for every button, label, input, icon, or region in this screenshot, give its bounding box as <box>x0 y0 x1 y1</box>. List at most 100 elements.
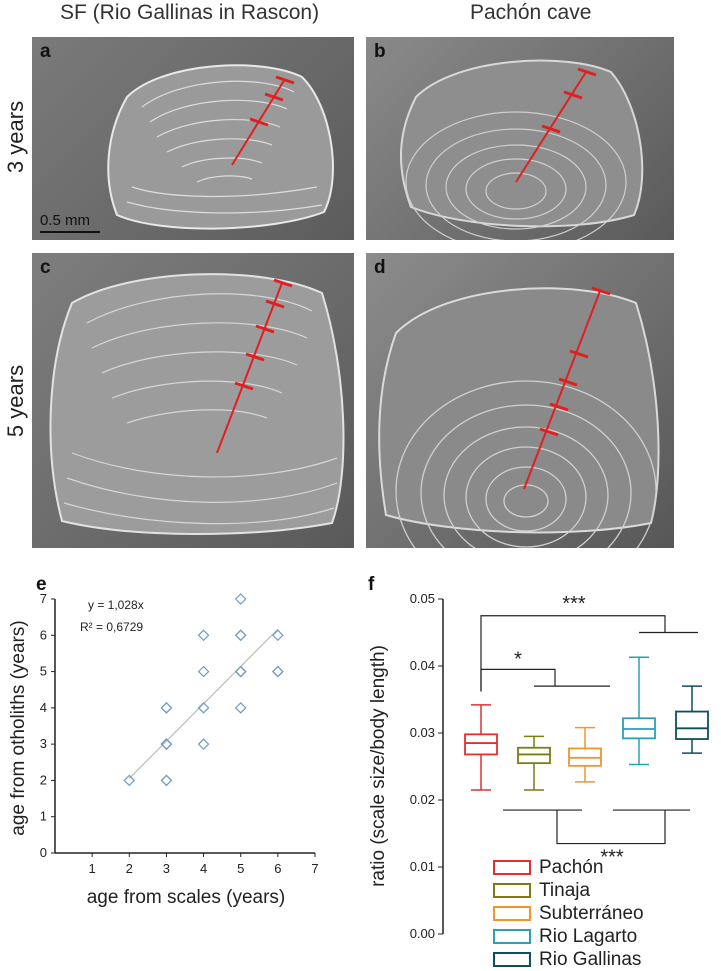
marker-d <box>523 286 611 490</box>
x-tick-label-e: 5 <box>237 861 244 876</box>
scale-bar-label: 0.5 mm <box>40 212 91 229</box>
scatter-point <box>234 593 247 605</box>
scatter-point <box>160 738 173 750</box>
y-tick-label-f: 0.00 <box>410 926 435 941</box>
r-squared-label: R² = 0,6729 <box>80 620 143 634</box>
y-tick-label-e: 2 <box>40 772 47 787</box>
legend-label-rio-gallinas: Rio Gallinas <box>539 948 642 970</box>
panel-letter-d: d <box>374 257 386 278</box>
panel-letter-a: a <box>40 41 51 62</box>
panel-a-scale-image: a 0.5 mm <box>32 37 354 240</box>
scatter-point <box>160 774 173 787</box>
box-rio-lagarto <box>622 656 656 766</box>
legend-swatch-pachon <box>493 860 531 875</box>
panel-letter-c: c <box>40 257 51 278</box>
panel-letter-f: f <box>368 574 375 595</box>
box-subterr-neo <box>568 726 602 783</box>
box-pach-n <box>464 704 498 791</box>
y-tick-label-e: 6 <box>40 627 47 642</box>
panel-c-scale-image: c <box>32 253 354 548</box>
legend-swatch-tinaja <box>493 883 531 898</box>
box-iqr <box>622 717 656 740</box>
box-rio-gallinas <box>675 685 709 754</box>
marker-b <box>515 67 597 183</box>
scatter-point <box>160 702 173 714</box>
legend-label-pachon: Pachón <box>539 856 604 878</box>
scatter-point <box>197 665 210 678</box>
y-tick-label-f: 0.05 <box>410 591 435 606</box>
scatter-point <box>234 665 247 678</box>
scatter-point <box>160 774 173 787</box>
y-axis-label-e: age from otholiths (years) <box>8 620 29 835</box>
significance-middle: * <box>514 648 522 670</box>
x-tick-label-e: 1 <box>89 861 96 876</box>
significance-top: *** <box>562 593 586 615</box>
panel-d-scale-image: d <box>366 253 674 548</box>
legend-label-subterraneo: Subterráneo <box>539 902 644 924</box>
y-tick-label-f: 0.01 <box>410 859 435 874</box>
scatter-point <box>160 702 173 714</box>
legend-item-rio-lagarto: Rio Lagarto <box>493 925 644 948</box>
scatter-point <box>234 702 247 714</box>
row-label-5-years: 5 years <box>3 364 28 438</box>
scatter-point <box>160 738 173 750</box>
fish-scale-b-image <box>399 59 644 240</box>
marker-c <box>216 278 293 454</box>
scatter-point <box>197 629 210 642</box>
scatter-point <box>234 629 247 642</box>
x-axis-label-e: age from scales (years) <box>87 887 286 908</box>
column-title-right: Pachón cave <box>470 1 592 24</box>
bracket-middle <box>480 668 556 692</box>
scatter-point <box>197 738 210 750</box>
y-tick-label-e: 4 <box>40 700 47 715</box>
legend-item-pachon: Pachón <box>493 856 644 879</box>
box-iqr <box>675 710 709 740</box>
y-tick-label-f: 0.02 <box>410 792 435 807</box>
y-axis-label-f: ratio (scale size/body length) <box>368 645 389 887</box>
fish-scale-c-image <box>49 273 345 536</box>
legend-label-tinaja: Tinaja <box>539 879 591 901</box>
box-iqr <box>568 747 602 767</box>
y-tick-label-f: 0.04 <box>410 658 435 673</box>
scatter-point <box>123 774 136 787</box>
scatter-point <box>234 629 247 642</box>
scatter-point <box>272 665 284 678</box>
trend-equation: y = 1,028x <box>88 598 144 612</box>
box-iqr <box>464 733 498 756</box>
legend-f: Pachón Tinaja Subterráneo Rio Lagarto Ri… <box>493 856 644 971</box>
box-iqr <box>517 746 551 765</box>
scatter-point <box>160 738 173 750</box>
scatter-point <box>234 665 247 678</box>
panel-letter-e: e <box>36 574 47 595</box>
bracket-top <box>480 615 666 692</box>
x-tick-label-e: 2 <box>126 861 133 876</box>
bracket-bottom <box>556 810 666 845</box>
x-tick-label-e: 7 <box>311 861 318 876</box>
legend-item-tinaja: Tinaja <box>493 879 644 902</box>
legend-item-subterraneo: Subterráneo <box>493 902 644 925</box>
legend-swatch-subterraneo <box>493 906 531 921</box>
y-tick-label-e: 1 <box>40 809 47 824</box>
y-tick-label-e: 5 <box>40 664 47 679</box>
y-tick-label-e: 3 <box>40 736 47 751</box>
legend-swatch-rio-gallinas <box>493 952 531 967</box>
trendline-e <box>128 628 279 779</box>
x-tick-label-e: 4 <box>200 861 207 876</box>
scatter-point <box>160 738 173 750</box>
legend-label-rio-lagarto: Rio Lagarto <box>539 925 638 947</box>
row-label-3-years: 3 years <box>3 100 28 174</box>
legend-swatch-rio-lagarto <box>493 929 531 944</box>
x-tick-label-e: 6 <box>274 861 281 876</box>
panel-letter-b: b <box>374 41 386 62</box>
marker-a <box>231 75 295 166</box>
scatter-point <box>272 629 284 642</box>
y-tick-label-e: 0 <box>40 845 47 860</box>
column-title-left: SF (Rio Gallinas in Rascon) <box>60 1 320 24</box>
fish-scale-a-image <box>40 64 334 233</box>
legend-item-rio-gallinas: Rio Gallinas <box>493 948 644 971</box>
box-tinaja <box>517 735 551 791</box>
panel-b-scale-image: b <box>366 37 674 240</box>
x-tick-label-e: 3 <box>163 861 170 876</box>
fish-scale-d-image <box>378 286 660 548</box>
scatter-point <box>197 702 210 714</box>
